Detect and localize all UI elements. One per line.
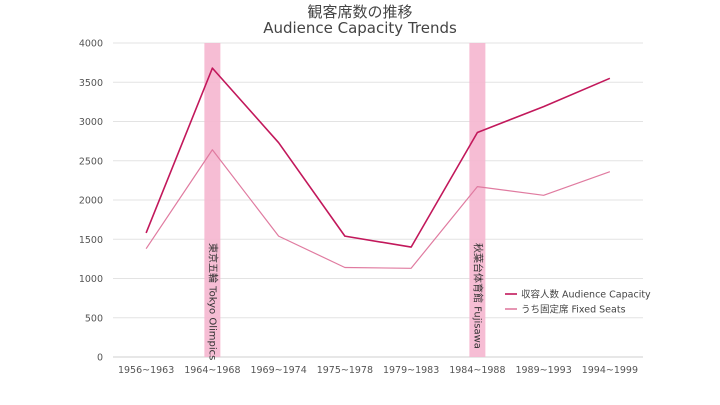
y-tick-label: 2500 [79, 156, 103, 167]
x-tick-label: 1964~1968 [184, 365, 240, 376]
x-tick-label: 1984~1988 [449, 365, 505, 376]
x-tick-label: 1975~1978 [317, 365, 373, 376]
y-tick-label: 3000 [79, 117, 103, 128]
y-tick-label: 2000 [79, 196, 103, 207]
x-tick-label: 1956~1963 [118, 365, 174, 376]
x-tick-label: 1989~1993 [515, 365, 571, 376]
x-tick-label: 1994~1999 [582, 365, 638, 376]
chart-title-en: Audience Capacity Trends [263, 19, 457, 37]
y-tick-label: 3500 [79, 78, 103, 89]
highlight-label: 東京五輪 Tokyo Olimpics [206, 243, 219, 360]
highlight-band [204, 43, 221, 357]
legend-label: うち固定席 Fixed Seats [521, 304, 626, 316]
series-line [145, 67, 611, 248]
y-tick-label: 0 [97, 353, 103, 364]
highlight-band [469, 43, 486, 357]
y-tick-label: 1500 [79, 235, 103, 246]
series-line [145, 149, 611, 269]
x-tick-label: 1979~1983 [383, 365, 439, 376]
y-tick-label: 4000 [79, 39, 103, 50]
y-tick-label: 500 [85, 313, 103, 324]
chart-title-ja: 観客席数の推移 [307, 3, 413, 21]
highlight-label: 秋葉台体育館 Fujisawa [471, 243, 484, 349]
x-tick-label: 1969~1974 [250, 365, 306, 376]
y-tick-label: 1000 [79, 274, 103, 285]
legend-label: 収容人数 Audience Capacity [521, 289, 651, 301]
